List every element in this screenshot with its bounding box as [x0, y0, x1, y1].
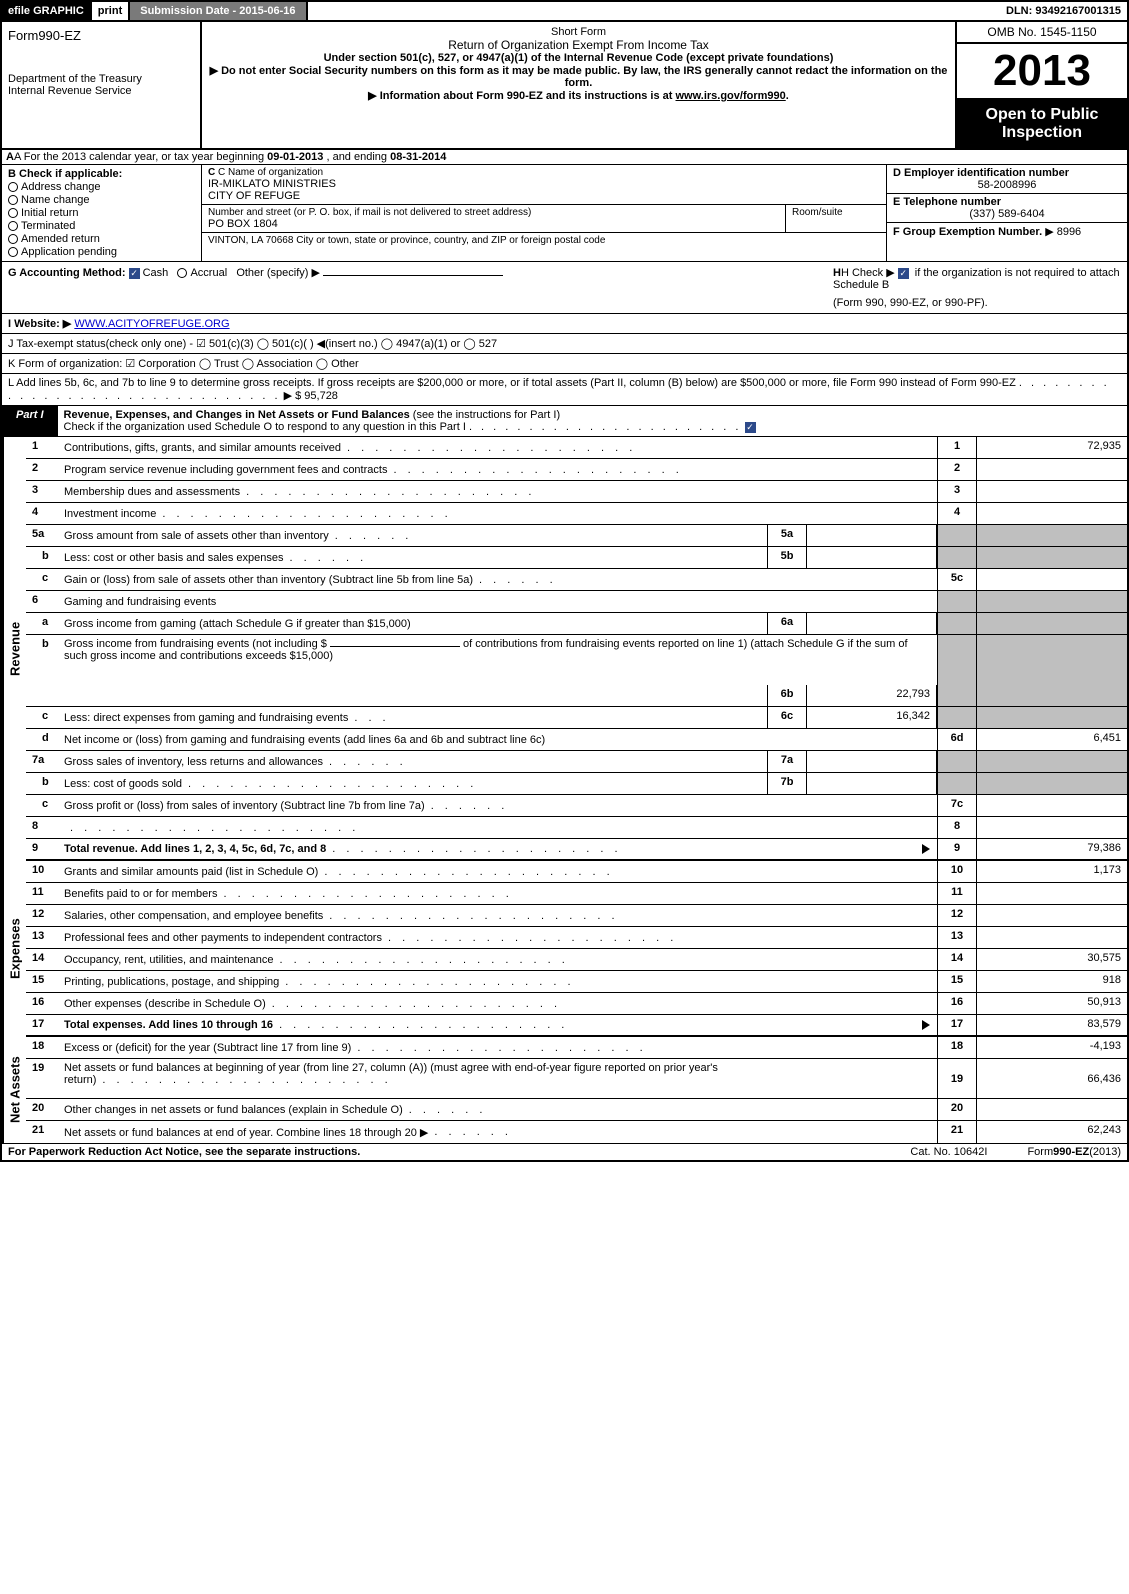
net-assets-section: Net Assets 18Excess or (deficit) for the…: [0, 1037, 1129, 1143]
row-l-gross: L Add lines 5b, 6c, and 7b to line 9 to …: [0, 374, 1129, 406]
instruction-ssn: ▶ Do not enter Social Security numbers o…: [208, 64, 949, 89]
tax-year: 2013: [957, 44, 1127, 100]
header-mid: Short Form Return of Organization Exempt…: [202, 22, 957, 148]
dln-number: DLN: 93492167001315: [1000, 3, 1127, 19]
row-a-tax-year: AA For the 2013 calendar year, or tax ye…: [0, 150, 1129, 165]
chk-cash[interactable]: ✓: [129, 268, 140, 279]
val-14: 30,575: [977, 949, 1127, 970]
row-i-website: I Website: ▶ WWW.ACITYOFREFUGE.ORG: [0, 314, 1129, 334]
irs-label: Internal Revenue Service: [8, 85, 194, 97]
col-c-org: C C Name of organization IR-MIKLATO MINI…: [202, 165, 887, 261]
col-b-checkboxes: B Check if applicable: Address change Na…: [2, 165, 202, 261]
omb-number: OMB No. 1545-1150: [957, 22, 1127, 44]
instruction-info: ▶ Information about Form 990-EZ and its …: [208, 89, 949, 102]
header-right: OMB No. 1545-1150 2013 Open to Public In…: [957, 22, 1127, 148]
addr-label: Number and street (or P. O. box, if mail…: [208, 207, 779, 218]
val-12: [977, 905, 1127, 926]
print-button[interactable]: print: [92, 2, 130, 20]
chk-initial-return[interactable]: [8, 208, 18, 218]
chk-terminated[interactable]: [8, 221, 18, 231]
chk-address-change[interactable]: [8, 182, 18, 192]
paperwork-notice: For Paperwork Reduction Act Notice, see …: [8, 1146, 870, 1158]
row-g-h: G Accounting Method: ✓Cash Accrual Other…: [0, 262, 1129, 314]
expenses-section: Expenses 10Grants and similar amounts pa…: [0, 861, 1129, 1037]
val-6b: 22,793: [807, 685, 937, 706]
top-bar: efile GRAPHIC print Submission Date - 20…: [0, 0, 1129, 22]
org-address: PO BOX 1804: [208, 218, 779, 230]
row-k-org-form: K Form of organization: ☑ Corporation ◯ …: [0, 354, 1129, 374]
val-11: [977, 883, 1127, 904]
val-13: [977, 927, 1127, 948]
form-number: Form990-EZ: [8, 28, 194, 43]
submission-date: Submission Date - 2015-06-16: [130, 2, 307, 20]
h-sub: (Form 990, 990-EZ, or 990-PF).: [833, 297, 1121, 309]
return-title: Return of Organization Exempt From Incom…: [208, 38, 949, 52]
f-group-label: F Group Exemption Number.: [893, 226, 1042, 238]
part-i-title: Revenue, Expenses, and Changes in Net As…: [64, 409, 410, 421]
chk-name-change[interactable]: [8, 195, 18, 205]
val-17: 83,579: [977, 1015, 1127, 1035]
org-city: VINTON, LA 70668 City or town, state or …: [202, 232, 886, 248]
revenue-section: Revenue 1Contributions, gifts, grants, a…: [0, 437, 1129, 861]
val-6d: 6,451: [977, 729, 1127, 750]
short-form-label: Short Form: [208, 26, 949, 38]
chk-schedule-o[interactable]: ✓: [745, 422, 756, 433]
revenue-label: Revenue: [2, 437, 26, 861]
arrow-icon: [922, 1020, 930, 1030]
part-i-label: Part I: [2, 406, 58, 436]
form-header: Form990-EZ Department of the Treasury In…: [0, 22, 1129, 150]
form-ref: Form990-EZ(2013): [1027, 1146, 1121, 1158]
org-name-2: CITY OF REFUGE: [208, 190, 880, 202]
val-19: 66,436: [977, 1059, 1127, 1098]
val-9: 79,386: [977, 839, 1127, 859]
open-to-public: Open to Public Inspection: [957, 100, 1127, 148]
part-i-header: Part I Revenue, Expenses, and Changes in…: [0, 406, 1129, 437]
rows-b-through-f: B Check if applicable: Address change Na…: [0, 165, 1129, 262]
val-10: 1,173: [977, 861, 1127, 882]
chk-accrual[interactable]: [177, 268, 187, 278]
cat-no: Cat. No. 10642I: [870, 1146, 1027, 1158]
header-left: Form990-EZ Department of the Treasury In…: [2, 22, 202, 148]
chk-app-pending[interactable]: [8, 247, 18, 257]
val-21: 62,243: [977, 1121, 1127, 1143]
val-3: [977, 481, 1127, 502]
under-section: Under section 501(c), 527, or 4947(a)(1)…: [208, 52, 949, 64]
net-assets-label: Net Assets: [2, 1037, 26, 1143]
val-16: 50,913: [977, 993, 1127, 1014]
row-j-tax-status: J Tax-exempt status(check only one) - ☑ …: [0, 334, 1129, 354]
chk-schedule-b[interactable]: ✓: [898, 268, 909, 279]
val-2: [977, 459, 1127, 480]
irs-link[interactable]: www.irs.gov/form990: [676, 90, 786, 102]
website-link[interactable]: WWW.ACITYOFREFUGE.ORG: [74, 318, 229, 330]
ein-value: 58-2008996: [893, 179, 1121, 191]
expenses-label: Expenses: [2, 861, 26, 1037]
val-18: -4,193: [977, 1037, 1127, 1058]
page-footer: For Paperwork Reduction Act Notice, see …: [0, 1143, 1129, 1162]
phone-value: (337) 589-6404: [893, 208, 1121, 220]
dept-treasury: Department of the Treasury: [8, 73, 194, 85]
val-15: 918: [977, 971, 1127, 992]
val-5c: [977, 569, 1127, 590]
val-4: [977, 503, 1127, 524]
val-1: 72,935: [977, 437, 1127, 458]
val-6c: 16,342: [807, 707, 937, 728]
c-name-label: C C Name of organization: [208, 167, 880, 178]
val-20: [977, 1099, 1127, 1120]
val-8: [977, 817, 1127, 838]
org-name-1: IR-MIKLATO MINISTRIES: [208, 178, 880, 190]
chk-amended[interactable]: [8, 234, 18, 244]
col-d-ein: D Employer identification number 58-2008…: [887, 165, 1127, 261]
room-suite-label: Room/suite: [786, 205, 886, 232]
val-7c: [977, 795, 1127, 816]
group-exemption-value: ▶ 8996: [1045, 226, 1081, 238]
arrow-icon: [922, 844, 930, 854]
efile-label: efile GRAPHIC: [2, 2, 92, 20]
e-phone-label: E Telephone number: [893, 196, 1121, 208]
d-ein-label: D Employer identification number: [893, 167, 1121, 179]
